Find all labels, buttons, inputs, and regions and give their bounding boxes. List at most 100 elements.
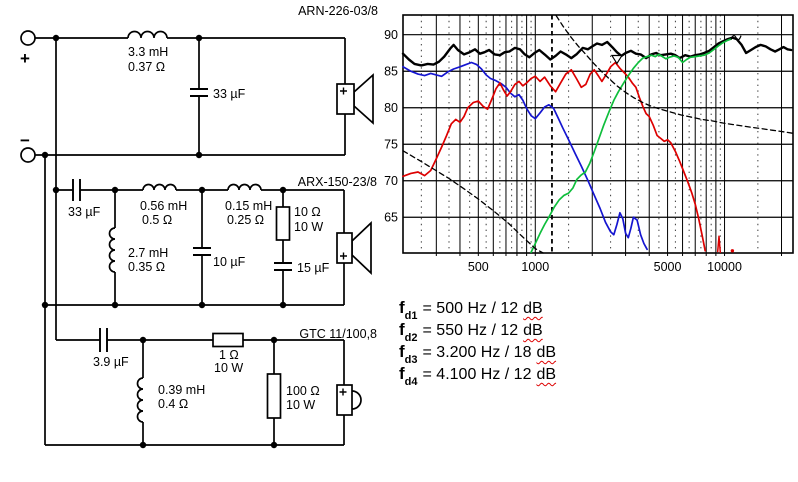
mid-coil2-resistance: 0.35 Ω xyxy=(128,260,165,274)
woofer-speaker-icon xyxy=(336,73,374,125)
dot-marker xyxy=(730,249,735,253)
schematic-wires xyxy=(35,37,346,446)
target-slope-left-curve xyxy=(402,150,544,254)
crossover-unit: dB xyxy=(523,300,543,317)
driver-symbols xyxy=(336,73,374,416)
woofer-section-wires xyxy=(35,37,346,156)
squiggle-marker xyxy=(730,34,742,41)
tweeter-coil-value: 0.39 mH xyxy=(158,383,205,397)
f-symbol: f xyxy=(399,320,405,339)
f-symbol: f xyxy=(399,342,405,361)
f-symbol: f xyxy=(399,298,405,317)
chart-axis-labels: 500 1000 5000 10000 90 85 80 75 70 65 xyxy=(384,28,742,274)
crossover-value: = 4.100 Hz / 12 xyxy=(422,366,532,383)
minus-terminal-label: − xyxy=(20,131,30,150)
f-subscript: d3 xyxy=(404,354,418,367)
junction-dots xyxy=(41,34,287,449)
f-symbol: f xyxy=(399,364,405,383)
mid-coil2-value: 2.7 mH xyxy=(128,246,168,260)
tweeter-cap-3p9uF-icon xyxy=(99,328,108,352)
tweeter-resistor-100ohm-icon xyxy=(266,373,282,419)
input-terminals xyxy=(20,30,36,163)
mid-cap-15uF-icon xyxy=(274,262,292,271)
tweeter-curve xyxy=(530,38,732,254)
midrange-curve xyxy=(402,61,707,252)
f-subscript: d2 xyxy=(404,332,418,345)
crossover-schematic: + − ARN-226-03/8 3.3 mH 0.37 Ω 33 µF ARX… xyxy=(20,4,378,449)
x-axis-tick-label: 5000 xyxy=(654,260,682,274)
mid-cap3-value: 15 µF xyxy=(297,261,330,275)
mid-coil1-resistance: 0.5 Ω xyxy=(142,213,172,227)
mid-resistor-10ohm-icon xyxy=(275,206,291,241)
tweeter-resistor1-power: 10 W xyxy=(214,361,243,375)
y-axis-tick-label: 75 xyxy=(384,138,398,152)
crossover-line-1: fd1 = 500 Hz / 12 dB xyxy=(399,297,556,323)
plus-terminal-label: + xyxy=(20,49,30,68)
tweeter-section-wires xyxy=(45,339,345,446)
mid-cap-10uF-icon xyxy=(193,247,211,256)
target-slope-right-curve xyxy=(555,15,794,134)
woofer-driver-name: ARN-226-03/8 xyxy=(298,4,378,18)
inductor-symbols xyxy=(108,30,262,423)
x-axis-tick-label: 10000 xyxy=(707,260,742,274)
mid-coil-2p7mH-icon xyxy=(108,227,116,273)
crossover-line-3: fd3 = 3.200 Hz / 18 dB xyxy=(399,341,557,367)
mid-resistor-power: 10 W xyxy=(294,220,323,234)
mid-coil-0p56mH-icon xyxy=(142,183,177,191)
mid-coil3-resistance: 0.25 Ω xyxy=(227,213,264,227)
mid-coil1-value: 0.56 mH xyxy=(140,199,187,213)
mid-coil3-value: 0.15 mH xyxy=(225,199,272,213)
woofer-curve xyxy=(402,61,648,251)
chart-border xyxy=(402,14,794,254)
y-axis-tick-label: 85 xyxy=(384,65,398,79)
crossover-value: = 3.200 Hz / 18 xyxy=(422,344,532,361)
summed-response-curve xyxy=(401,36,793,67)
crossover-value: = 550 Hz / 12 xyxy=(422,322,519,339)
y-axis-tick-label: 80 xyxy=(384,101,398,115)
y-axis-tick-label: 65 xyxy=(384,211,398,225)
bus-wires xyxy=(44,38,57,445)
mid-cap2-value: 10 µF xyxy=(213,255,246,269)
tweeter-cap-value: 3.9 µF xyxy=(93,355,129,369)
mid-cap-33uF-icon xyxy=(72,179,81,201)
y-axis-tick-label: 90 xyxy=(384,28,398,42)
crossover-frequency-list: fd1 = 500 Hz / 12 dB fd2 = 550 Hz / 12 dB fd… xyxy=(399,297,557,389)
f-subscript: d1 xyxy=(404,310,418,323)
cursor-triangle-marker xyxy=(610,54,624,65)
f-subscript: d4 xyxy=(404,376,418,389)
crossover-value: = 500 Hz / 12 xyxy=(422,300,519,317)
crossover-unit: dB xyxy=(536,344,557,361)
mid-coil-0p15mH-icon xyxy=(227,183,262,191)
midrange-artifact-curve xyxy=(716,235,722,254)
capacitor-symbols xyxy=(72,88,292,352)
tweeter-resistor-1ohm-icon xyxy=(212,332,244,348)
crossover-line-2: fd2 = 550 Hz / 12 dB xyxy=(399,319,556,345)
y-axis-tick-label: 70 xyxy=(384,174,398,188)
woofer-coil-value: 3.3 mH xyxy=(128,45,168,59)
plus-terminal-icon xyxy=(20,30,36,46)
tweeter-coil-0p39mH-icon xyxy=(136,377,144,423)
tweeter-resistor1-value: 1 Ω xyxy=(219,348,239,362)
mid-resistor-value: 10 Ω xyxy=(294,205,321,219)
frequency-response-chart: 500 1000 5000 10000 90 85 80 75 70 65 xyxy=(384,14,794,274)
woofer-cap-value: 33 µF xyxy=(213,87,246,101)
tweeter-resistor2-power: 10 W xyxy=(286,398,315,412)
tweeter-resistor2-value: 100 Ω xyxy=(286,384,320,398)
resistor-symbols xyxy=(212,206,291,419)
mid-section-wires xyxy=(45,189,345,306)
mid-cap1-value: 33 µF xyxy=(68,205,101,219)
x-axis-tick-label: 500 xyxy=(468,260,489,274)
woofer-cap-33uF-icon xyxy=(190,88,208,97)
crossover-line-4: fd4 = 4.100 Hz / 12 dB xyxy=(399,363,557,389)
crossover-unit: dB xyxy=(536,366,557,383)
x-axis-tick-label: 1000 xyxy=(521,260,549,274)
midrange-speaker-icon xyxy=(336,221,372,275)
tweeter-coil-resistance: 0.4 Ω xyxy=(158,397,188,411)
woofer-coil-resistance: 0.37 Ω xyxy=(128,60,165,74)
minus-terminal-icon xyxy=(20,147,36,163)
crossover-unit: dB xyxy=(523,322,543,339)
woofer-coil-3p3mH-icon xyxy=(127,30,168,39)
mid-driver-name: ARX-150-23/8 xyxy=(298,175,377,189)
tweeter-driver-name: GTC 11/100,8 xyxy=(299,327,377,341)
